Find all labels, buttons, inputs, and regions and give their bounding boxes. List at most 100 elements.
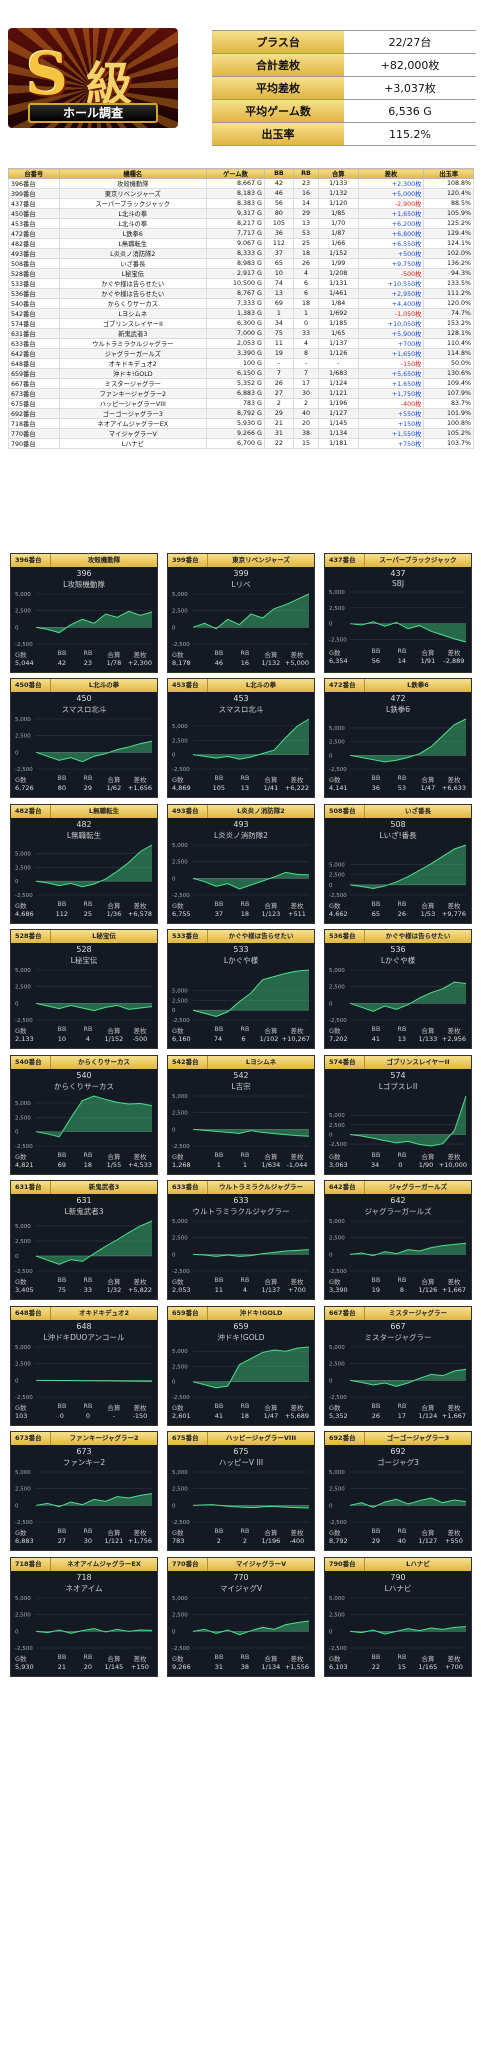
card-model-name: L北斗の拳 (245, 681, 277, 689)
table-row[interactable]: 542番台 Lヨシムネ 1,383 G 1 1 1/692 -1,050枚 74.7% (8, 308, 474, 319)
card-stat-labels: G数 BB RB 合算 差枚 (11, 1527, 157, 1537)
table-cell: 114.8% (423, 348, 474, 359)
table-cell: 528番台 (8, 268, 60, 279)
card-stat-labels: G数 BB RB 合算 差枚 (325, 647, 471, 657)
machine-card[interactable]: 692番台 ゴーゴージャグラー3 692 ゴージャグ3 5,000 2,500 0 -2,50… (324, 1431, 472, 1551)
stat-label: 差枚 (290, 1529, 304, 1537)
machine-card[interactable]: 542番台 Lヨシムネ 542 L吉宗 5,000 2,500 0 -2,500 G数 BB RB 合… (167, 1055, 315, 1175)
card-model-name: L秘宝伝 (92, 932, 116, 940)
table-cell: 542番台 (8, 308, 60, 319)
card-machine-no: 453番台 (168, 679, 208, 692)
table-cell: +6,200枚 (357, 218, 425, 229)
table-row[interactable]: 574番台 ゴブリンスレイヤーII 6,300 G 34 0 1/185 +10,050枚 1… (8, 318, 474, 329)
card-machine-no: 642番台 (325, 1181, 365, 1194)
machine-card[interactable]: 493番台 L炎炎ノ消防隊2 493 L炎炎ノ消防隊2 5,000 2,500 0 -2,50… (167, 804, 315, 924)
y-tick-label: 0 (15, 1629, 19, 1635)
y-tick-label: -2,500 (329, 1142, 347, 1148)
machine-card[interactable]: 770番台 マイジャグラーV 770 マイジャグV 5,000 2,500 0 -2,500 G… (167, 1557, 315, 1677)
table-row[interactable]: 770番台 マイジャグラーV 9,266 G 31 38 1/134 +1,550枚 105.… (8, 428, 474, 439)
stat-value: 1/145 (104, 1663, 124, 1671)
table-row[interactable]: 450番台 L北斗の拳 9,317 G 80 29 1/85 +1,650枚 105.9% (8, 208, 474, 219)
card-stat-values: 6,726 80 29 1/62 +1,656 (11, 784, 157, 792)
y-tick-label: 2,500 (172, 1236, 188, 1242)
table-row[interactable]: 493番台 L炎炎ノ消防隊2 8,333 G 37 18 1/152 +500枚 102.0% (8, 248, 474, 259)
table-row[interactable]: 692番台 ゴーゴージャグラー3 8,792 G 29 40 1/127 +550枚 101.… (8, 408, 474, 419)
y-tick-label: 0 (15, 1001, 19, 1007)
y-tick-label: -2,500 (329, 1269, 347, 1275)
table-row[interactable]: 399番台 東京リベンジャーズ 8,183 G 46 16 1/132 +5,000枚 120… (8, 188, 474, 199)
machine-card[interactable]: 673番台 ファンキージャグラー2 673 ファンキー2 5,000 2,500 0 -2,5… (10, 1431, 158, 1551)
table-row[interactable]: 631番台 新鬼武者3 7,000 G 75 33 1/65 +5,900枚 128.1% (8, 328, 474, 339)
machine-card[interactable]: 482番台 L無職転生 482 L無職転生 5,000 2,500 0 -2,500 G数 BB R… (10, 804, 158, 924)
table-row[interactable]: 642番台 ジャグラーガールズ 3,390 G 19 8 1/126 +1,650枚 114.… (8, 348, 474, 359)
machine-card[interactable]: 396番台 攻殻機動隊 396 L攻殻機動隊 5,000 2,500 0 -2,500 G数 BB… (10, 553, 158, 673)
table-row[interactable]: 528番台 L秘宝伝 2,917 G 10 4 1/208 -500枚 94.3% (8, 268, 474, 279)
table-row[interactable]: 536番台 かぐや様は告らせたい 8,767 G 13 6 1/461 +2,950枚 111… (8, 288, 474, 299)
machine-card[interactable]: 667番台 ミスタージャグラー 667 ミスタージャグラー 5,000 2,500 0 -2,… (324, 1306, 472, 1426)
table-row[interactable]: 790番台 Lハナビ 6,700 G 22 15 1/181 +750枚 103.7% (8, 438, 474, 449)
machine-card[interactable]: 718番台 ネオアイムジャグラーEX 718 ネオアイム 5,000 2,500 0 -2,5… (10, 1557, 158, 1677)
machine-card[interactable]: 508番台 いざ番長 508 Lいざ!番長 5,000 2,500 0 -2,500 G数 BB R… (324, 804, 472, 924)
card-short-name: スマスロ北斗 (61, 705, 107, 714)
machine-card[interactable]: 675番台 ハッピージャグラーVIII 675 ハッピーV III 5,000 2,500… (167, 1431, 315, 1551)
stat-label: RB (83, 1402, 93, 1410)
table-row[interactable]: 648番台 オキドキデュオ2 100 G - - - -150枚 50.0% (8, 358, 474, 369)
table-cell: 1/208 (317, 268, 359, 279)
table-header-cell: 差枚 (357, 168, 425, 179)
table-row[interactable]: 533番台 かぐや様は告らせたい 10,500 G 74 6 1/131 +10,550枚 1… (8, 278, 474, 289)
machine-card[interactable]: 450番台 L北斗の拳 450 スマスロ北斗 5,000 2,500 0 -2,500 G数 BB… (10, 678, 158, 798)
stat-label: BB (371, 1402, 381, 1410)
table-row[interactable]: 633番台 ウルトラミラクルジャグラー 2,053 G 11 4 1/137 +700枚 11… (8, 338, 474, 349)
machine-card[interactable]: 399番台 東京リベンジャーズ 399 Lリベ 5,000 2,500 0 -2,500 G数 B… (167, 553, 315, 673)
machine-card[interactable]: 631番台 新鬼武者3 631 L新鬼武者3 5,000 2,500 0 -2,500 G数 BB… (10, 1180, 158, 1300)
machine-card[interactable]: 540番台 からくりサーカス 540 からくりサーカス 5,000 2,500 0 -2,50… (10, 1055, 158, 1175)
table-row[interactable]: 453番台 L北斗の拳 8,217 G 105 13 1/70 +6,200枚 125.2% (8, 218, 474, 229)
card-stat-labels: G数 BB RB 合算 差枚 (168, 1402, 314, 1412)
table-row[interactable]: 472番台 L鉄拳6 7,717 G 36 53 1/87 +6,800枚 129.4% (8, 228, 474, 239)
table-cell: +150枚 (357, 418, 425, 429)
table-row[interactable]: 675番台 ハッピージャグラーVIII 783 G 2 2 1/196 -400枚 83.7% (8, 398, 474, 409)
machine-card[interactable]: 790番台 Lハナビ 790 Lハナビ 5,000 2,500 0 -2,500 G数 BB RB 合… (324, 1557, 472, 1677)
table-cell: 53 (292, 228, 319, 239)
machine-card[interactable]: 472番台 L鉄拳6 472 L鉄拳6 5,000 2,500 0 -2,500 G数 BB RB 合… (324, 678, 472, 798)
table-row[interactable]: 396番台 攻殻機動隊 8,667 G 42 23 1/133 +2,300枚 108.8% (8, 178, 474, 189)
table-cell: 1/134 (317, 428, 359, 439)
machine-card[interactable]: 528番台 L秘宝伝 528 L秘宝伝 5,000 2,500 0 -2,500 G数 BB RB 合… (10, 929, 158, 1049)
slump-graph: 5,000 2,500 0 -2,500 (329, 718, 467, 773)
slump-graph: 5,000 2,500 0 -2,500 (329, 1219, 467, 1275)
table-cell: 16 (292, 188, 319, 199)
y-tick-label: 2,500 (329, 873, 345, 879)
card-stat-labels: G数 BB RB 合算 差枚 (168, 1025, 314, 1035)
card-header: 642番台 ジャグラーガールズ (325, 1181, 471, 1194)
stat-value: 30 (83, 1537, 93, 1545)
table-cell: 101.9% (423, 408, 474, 419)
machine-card[interactable]: 533番台 かぐや様は告らせたい 533 Lかぐや様 5,000 2,500 0 -2,500… (167, 929, 315, 1049)
table-cell: 100 G (205, 358, 265, 369)
machine-card[interactable]: 574番台 ゴブリンスレイヤーII 574 LゴブスレII 5,000 2,500 0 -2,… (324, 1055, 472, 1175)
card-model-name: 新鬼武者3 (88, 1183, 120, 1191)
machine-card[interactable]: 659番台 沖ドキ!GOLD 659 沖ドキ!GOLD 5,000 2,500 0 -2,50… (167, 1306, 315, 1426)
table-row[interactable]: 437番台 スーパーブラックジャック 8,383 G 56 14 1/120 -2,900枚… (8, 198, 474, 209)
table-row[interactable]: 540番台 からくりサーカス 7,333 G 69 18 1/84 +4,400枚 120.0… (8, 298, 474, 309)
card-machine-no: 631番台 (11, 1181, 51, 1194)
card-number: 633 (233, 1196, 249, 1205)
stat-value: 1/62 (106, 784, 122, 792)
machine-card[interactable]: 648番台 オキドキデュオ2 648 L沖ドキDUOアンコール 5,000 2,500 0 -… (10, 1306, 158, 1426)
machine-card[interactable]: 536番台 かぐや様は告らせたい 536 Lかぐや様 5,000 2,500 0 -2,500… (324, 929, 472, 1049)
machine-card[interactable]: 437番台 スーパーブラックジャック 437 SBJ 5,000 2,500 0 -2,500… (324, 553, 472, 673)
y-tick-label: 2,500 (15, 1487, 31, 1493)
table-row[interactable]: 718番台 ネオアイムジャグラーEX 5,930 G 21 20 1/145 +150枚 10… (8, 418, 474, 429)
machine-card[interactable]: 453番台 L北斗の拳 453 スマスロ北斗 5,000 2,500 0 -2,500 G数 BB… (167, 678, 315, 798)
card-stat-values: 4,686 112 25 1/36 +6,578 (11, 910, 157, 918)
table-row[interactable]: 482番台 L無職転生 9,067 G 112 25 1/66 +6,550枚 124.1% (8, 238, 474, 249)
stat-label: 差枚 (447, 902, 461, 910)
machine-card[interactable]: 633番台 ウルトラミラクルジャグラー 633 ウルトラミラクルジャグラー 5,000 2… (167, 1180, 315, 1300)
table-row[interactable]: 673番台 ファンキージャグラー2 6,883 G 27 30 1/121 +1,750枚 1… (8, 388, 474, 399)
table-row[interactable]: 508番台 いざ番長 8,983 G 65 26 1/99 +9,750枚 136.2% (8, 258, 474, 269)
table-cell: 1/84 (317, 298, 359, 309)
stat-label: G数 (172, 651, 184, 659)
table-row[interactable]: 659番台 沖ドキ!GOLD 6,150 G 7 7 1/683 +5,650枚 130.6% (8, 368, 474, 379)
card-number: 574 (390, 1071, 406, 1080)
table-row[interactable]: 667番台 ミスタージャグラー 5,352 G 26 17 1/124 +1,650枚 109… (8, 378, 474, 389)
machine-card[interactable]: 642番台 ジャグラーガールズ 642 ジャグラーガールズ 5,000 2,500 0 -2,… (324, 1180, 472, 1300)
